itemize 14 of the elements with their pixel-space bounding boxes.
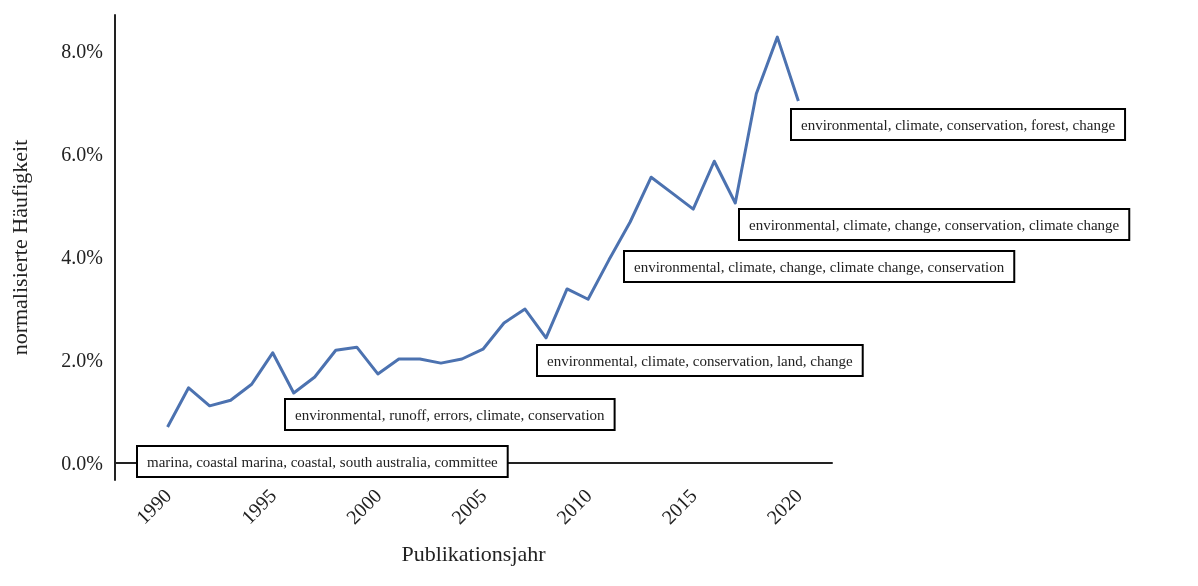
annotation: environmental, climate, change, climate change, conservation xyxy=(634,258,1005,275)
y-tick-label: 0.0% xyxy=(61,452,103,475)
annotation: environmental, climate, change, conservation, climate change xyxy=(749,216,1120,233)
y-tick-label: 2.0% xyxy=(61,349,103,372)
annotation: environmental, climate, conservation, land, change xyxy=(547,352,854,369)
x-axis-title: Publikationsjahr xyxy=(401,540,547,566)
annotation: environmental, climate, conservation, forest, change xyxy=(801,116,1116,133)
annotation: environmental, runoff, errors, climate, conservation xyxy=(295,406,606,423)
y-axis-title: normalisierte Häufigkeit xyxy=(6,139,32,356)
annotation: marina, coastal marina, coastal, south australia, committee xyxy=(147,453,499,470)
x-tick-label: 1990 xyxy=(131,484,176,529)
y-tick-label: 4.0% xyxy=(61,246,103,269)
y-tick-label: 8.0% xyxy=(61,40,103,63)
y-tick-label: 6.0% xyxy=(61,143,103,166)
